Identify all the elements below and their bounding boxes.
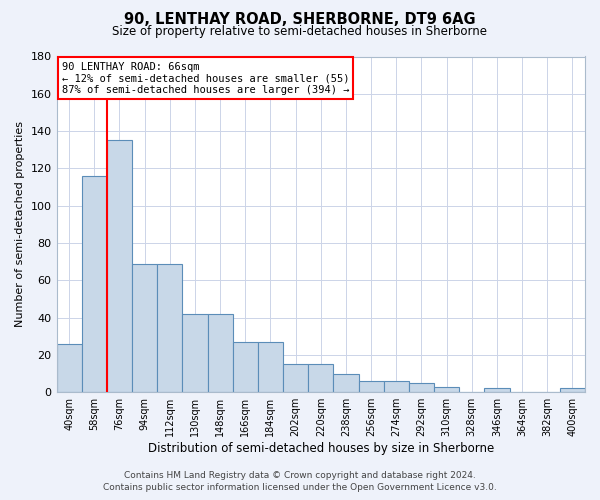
Text: 90 LENTHAY ROAD: 66sqm
← 12% of semi-detached houses are smaller (55)
87% of sem: 90 LENTHAY ROAD: 66sqm ← 12% of semi-det… bbox=[62, 62, 349, 94]
Bar bbox=[283, 364, 308, 392]
Bar bbox=[208, 314, 233, 392]
Bar bbox=[308, 364, 334, 392]
Text: Contains HM Land Registry data © Crown copyright and database right 2024.
Contai: Contains HM Land Registry data © Crown c… bbox=[103, 471, 497, 492]
Text: Size of property relative to semi-detached houses in Sherborne: Size of property relative to semi-detach… bbox=[113, 25, 487, 38]
Bar bbox=[107, 140, 132, 392]
Bar bbox=[56, 344, 82, 392]
Bar bbox=[82, 176, 107, 392]
Bar bbox=[233, 342, 258, 392]
Bar bbox=[560, 388, 585, 392]
X-axis label: Distribution of semi-detached houses by size in Sherborne: Distribution of semi-detached houses by … bbox=[148, 442, 494, 455]
Y-axis label: Number of semi-detached properties: Number of semi-detached properties bbox=[15, 122, 25, 328]
Bar bbox=[383, 381, 409, 392]
Bar bbox=[334, 374, 359, 392]
Bar bbox=[258, 342, 283, 392]
Bar bbox=[182, 314, 208, 392]
Bar bbox=[359, 381, 383, 392]
Bar bbox=[132, 264, 157, 392]
Bar bbox=[409, 383, 434, 392]
Bar bbox=[434, 386, 459, 392]
Text: 90, LENTHAY ROAD, SHERBORNE, DT9 6AG: 90, LENTHAY ROAD, SHERBORNE, DT9 6AG bbox=[124, 12, 476, 28]
Bar bbox=[157, 264, 182, 392]
Bar bbox=[484, 388, 509, 392]
